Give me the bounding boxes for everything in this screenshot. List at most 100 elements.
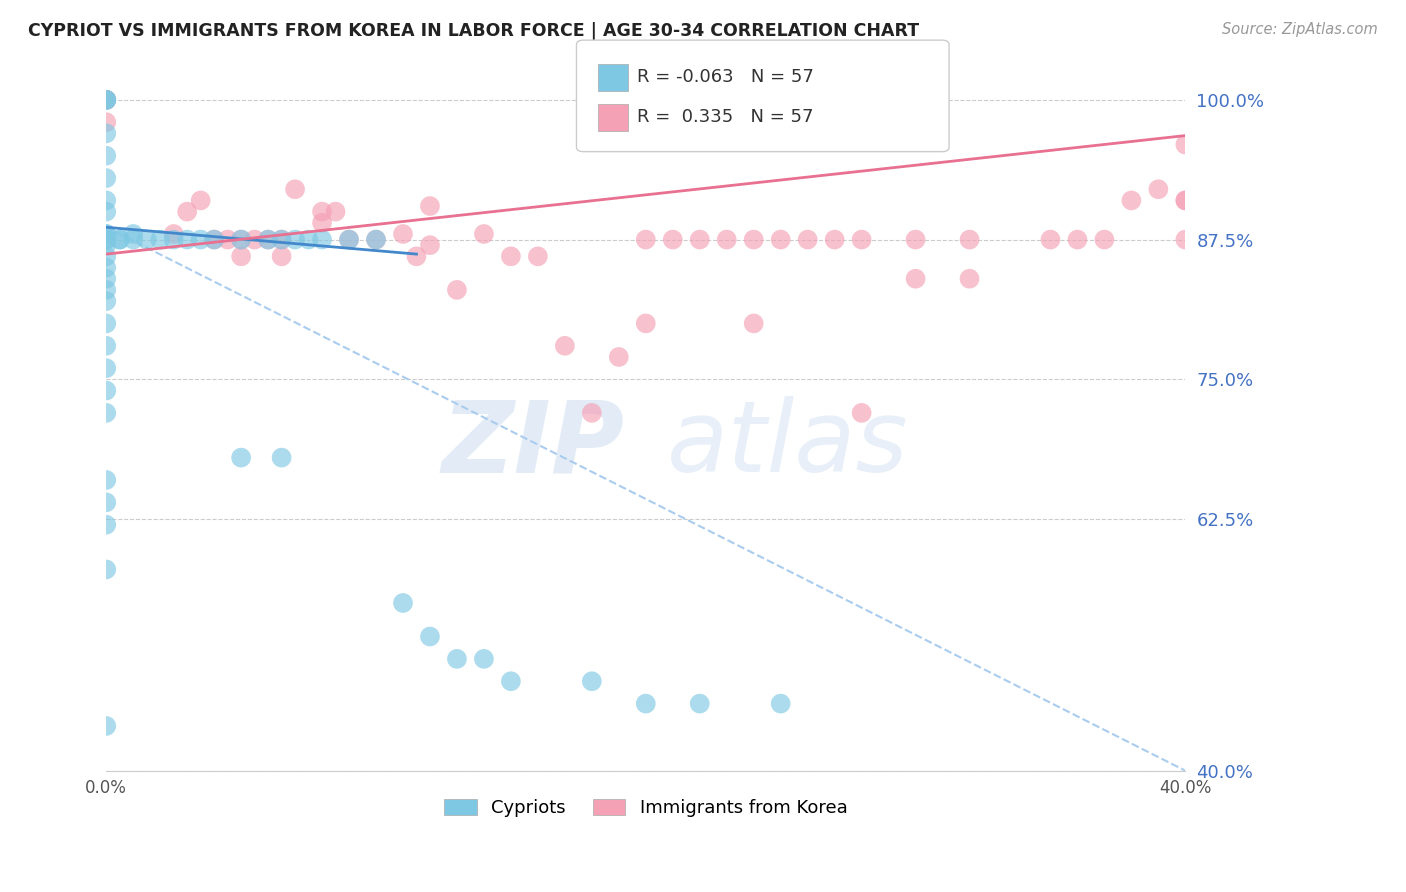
Point bbox=[392, 227, 415, 241]
Point bbox=[96, 227, 118, 241]
Text: ZIP: ZIP bbox=[441, 396, 624, 493]
Point bbox=[96, 149, 118, 163]
Point bbox=[1174, 233, 1197, 247]
Point bbox=[472, 652, 495, 666]
Point bbox=[96, 271, 118, 285]
Point bbox=[96, 93, 118, 107]
Point bbox=[851, 233, 873, 247]
Point bbox=[284, 182, 307, 196]
Point bbox=[904, 233, 927, 247]
Point bbox=[742, 233, 765, 247]
Point bbox=[581, 406, 603, 420]
Point bbox=[176, 233, 198, 247]
Point bbox=[419, 238, 441, 252]
Point bbox=[217, 233, 239, 247]
Point bbox=[96, 93, 118, 107]
Point bbox=[634, 317, 657, 331]
Point bbox=[96, 283, 118, 297]
Point bbox=[297, 233, 319, 247]
Point bbox=[122, 233, 145, 247]
Point bbox=[96, 406, 118, 420]
Point bbox=[446, 283, 468, 297]
Point bbox=[796, 233, 818, 247]
Point bbox=[392, 596, 415, 610]
Legend: Cypriots, Immigrants from Korea: Cypriots, Immigrants from Korea bbox=[437, 791, 855, 824]
Point bbox=[904, 271, 927, 285]
Point bbox=[96, 249, 118, 263]
Point bbox=[1174, 194, 1197, 208]
Point bbox=[135, 233, 157, 247]
Point bbox=[527, 249, 550, 263]
Point bbox=[337, 233, 360, 247]
Point bbox=[96, 126, 118, 140]
Point bbox=[122, 227, 145, 241]
Point bbox=[202, 233, 225, 247]
Point bbox=[851, 406, 873, 420]
Point bbox=[1147, 182, 1170, 196]
Point bbox=[96, 233, 118, 247]
Point bbox=[959, 271, 981, 285]
Point bbox=[364, 233, 387, 247]
Point bbox=[96, 517, 118, 532]
Point bbox=[311, 204, 333, 219]
Point bbox=[96, 171, 118, 186]
Text: R = -0.063   N = 57: R = -0.063 N = 57 bbox=[637, 68, 814, 86]
Point bbox=[1039, 233, 1062, 247]
Text: CYPRIOT VS IMMIGRANTS FROM KOREA IN LABOR FORCE | AGE 30-34 CORRELATION CHART: CYPRIOT VS IMMIGRANTS FROM KOREA IN LABO… bbox=[28, 22, 920, 40]
Point bbox=[716, 233, 738, 247]
Point bbox=[96, 719, 118, 733]
Point bbox=[96, 562, 118, 576]
Point bbox=[446, 652, 468, 666]
Point bbox=[419, 199, 441, 213]
Point bbox=[270, 450, 292, 465]
Point bbox=[1121, 194, 1143, 208]
Point bbox=[337, 233, 360, 247]
Point bbox=[229, 233, 252, 247]
Point bbox=[634, 233, 657, 247]
Point bbox=[689, 233, 711, 247]
Point bbox=[419, 630, 441, 644]
Point bbox=[96, 260, 118, 275]
Point bbox=[270, 233, 292, 247]
Point bbox=[176, 204, 198, 219]
Point bbox=[472, 227, 495, 241]
Point bbox=[190, 194, 212, 208]
Point bbox=[96, 93, 118, 107]
Point bbox=[243, 233, 266, 247]
Point bbox=[96, 238, 118, 252]
Point bbox=[405, 249, 427, 263]
Point bbox=[284, 233, 307, 247]
Point bbox=[229, 249, 252, 263]
Point bbox=[769, 233, 792, 247]
Point bbox=[257, 233, 280, 247]
Text: R =  0.335   N = 57: R = 0.335 N = 57 bbox=[637, 108, 814, 126]
Point bbox=[257, 233, 280, 247]
Point bbox=[581, 674, 603, 689]
Point bbox=[96, 93, 118, 107]
Point bbox=[96, 473, 118, 487]
Point bbox=[163, 233, 186, 247]
Text: atlas: atlas bbox=[668, 396, 910, 493]
Point bbox=[229, 233, 252, 247]
Point bbox=[1174, 137, 1197, 152]
Point bbox=[270, 249, 292, 263]
Point bbox=[96, 317, 118, 331]
Point bbox=[661, 233, 683, 247]
Point bbox=[824, 233, 846, 247]
Point bbox=[499, 249, 522, 263]
Point bbox=[96, 495, 118, 509]
Point bbox=[742, 317, 765, 331]
Point bbox=[202, 233, 225, 247]
Point bbox=[1094, 233, 1116, 247]
Point bbox=[96, 361, 118, 376]
Point bbox=[325, 204, 347, 219]
Point bbox=[96, 204, 118, 219]
Point bbox=[634, 697, 657, 711]
Point bbox=[554, 339, 576, 353]
Point bbox=[769, 697, 792, 711]
Point bbox=[229, 450, 252, 465]
Point bbox=[163, 227, 186, 241]
Point bbox=[190, 233, 212, 247]
Point bbox=[96, 233, 118, 247]
Point bbox=[364, 233, 387, 247]
